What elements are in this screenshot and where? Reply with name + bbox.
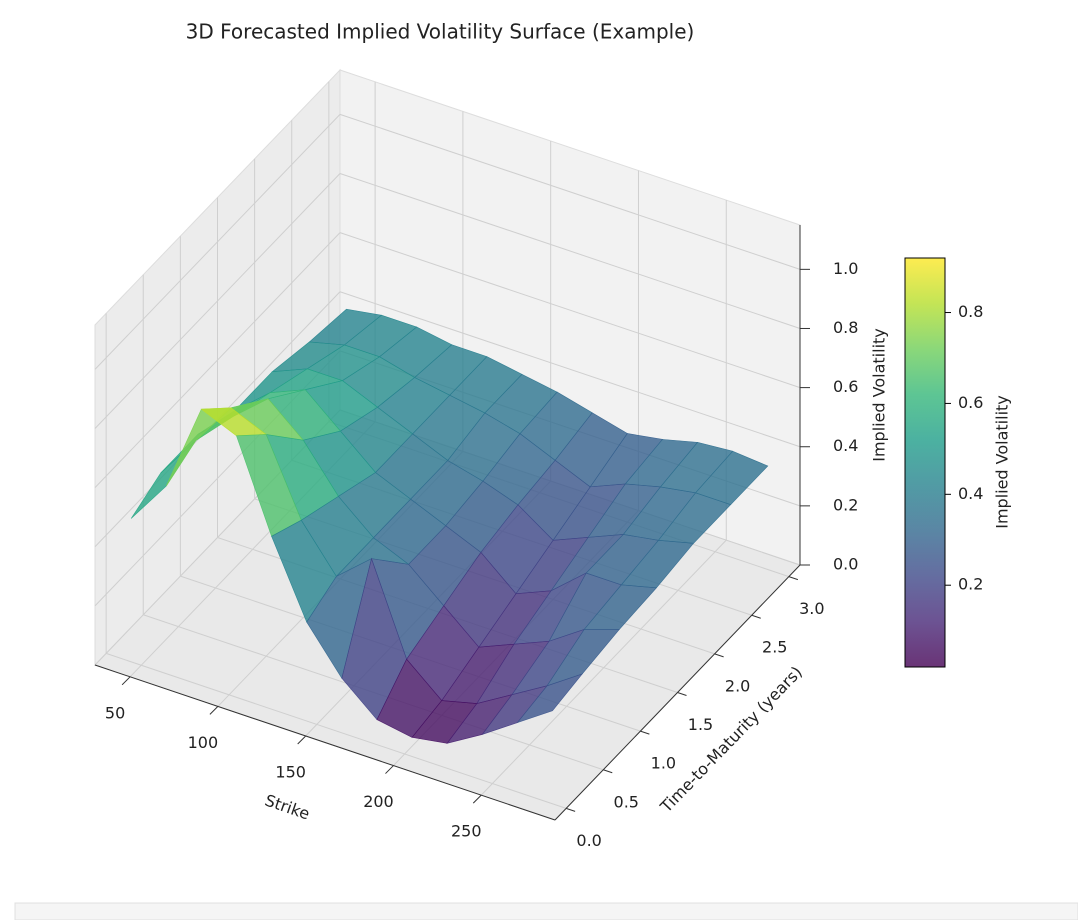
colorbar: [904, 257, 946, 668]
z-tick-label: 0.8: [833, 318, 858, 337]
colorbar-tick-label: 0.8: [958, 302, 983, 321]
axis-line: [94, 664, 556, 821]
y-tick: [640, 730, 650, 735]
colorbar-tick-label: 0.4: [958, 484, 983, 503]
grid-line: [339, 232, 801, 389]
x-tick: [472, 794, 482, 804]
surface-face: [516, 673, 584, 724]
x-axis-label: Strike: [262, 791, 312, 824]
grid-line: [339, 113, 801, 270]
chart-title: 3D Forecasted Implied Volatility Surface…: [186, 20, 695, 44]
y-tick-label: 1.5: [688, 715, 713, 734]
x-tick: [385, 765, 394, 774]
grid-line: [94, 114, 341, 370]
x-tick: [121, 676, 131, 686]
grid-line: [339, 173, 801, 329]
z-axis-label: Implied Volatility: [870, 328, 889, 462]
z-tick-label: 1.0: [833, 259, 858, 278]
y-tick-label: 2.5: [762, 638, 787, 657]
x-tick: [297, 735, 307, 745]
z-tick-label: 0.2: [833, 495, 858, 514]
z-tick-label: 0.4: [833, 436, 858, 455]
colorbar-tick-label: 0.2: [958, 575, 983, 594]
x-tick-label: 250: [451, 822, 482, 841]
y-tick-label: 3.0: [799, 599, 824, 618]
x-tick-label: 100: [188, 733, 219, 752]
notebook-cell: [14, 902, 1078, 920]
y-tick: [714, 653, 724, 658]
x-tick-label: 150: [275, 762, 306, 781]
grid-line: [105, 652, 567, 809]
x-tick-label: 200: [363, 792, 394, 811]
grid-line: [94, 173, 341, 429]
y-tick-label: 1.0: [651, 754, 676, 773]
grid-line: [339, 291, 801, 448]
y-tick-label: 0.5: [614, 792, 639, 811]
y-tick-label: 0.0: [576, 831, 601, 850]
y-tick: [751, 614, 761, 619]
colorbar-tick-label: 0.6: [958, 393, 983, 412]
y-tick: [565, 807, 576, 812]
grid-line: [94, 232, 341, 488]
y-tick: [788, 576, 799, 581]
z-tick-label: 0.0: [833, 555, 858, 574]
axis-line: [554, 564, 801, 821]
y-tick: [677, 692, 687, 696]
y-tick: [603, 769, 613, 774]
x-tick: [209, 706, 219, 715]
y-tick-label: 2.0: [725, 676, 750, 695]
colorbar-label: Implied Volatility: [993, 395, 1012, 529]
z-tick-label: 0.6: [833, 377, 858, 396]
x-tick-label: 50: [105, 703, 125, 722]
